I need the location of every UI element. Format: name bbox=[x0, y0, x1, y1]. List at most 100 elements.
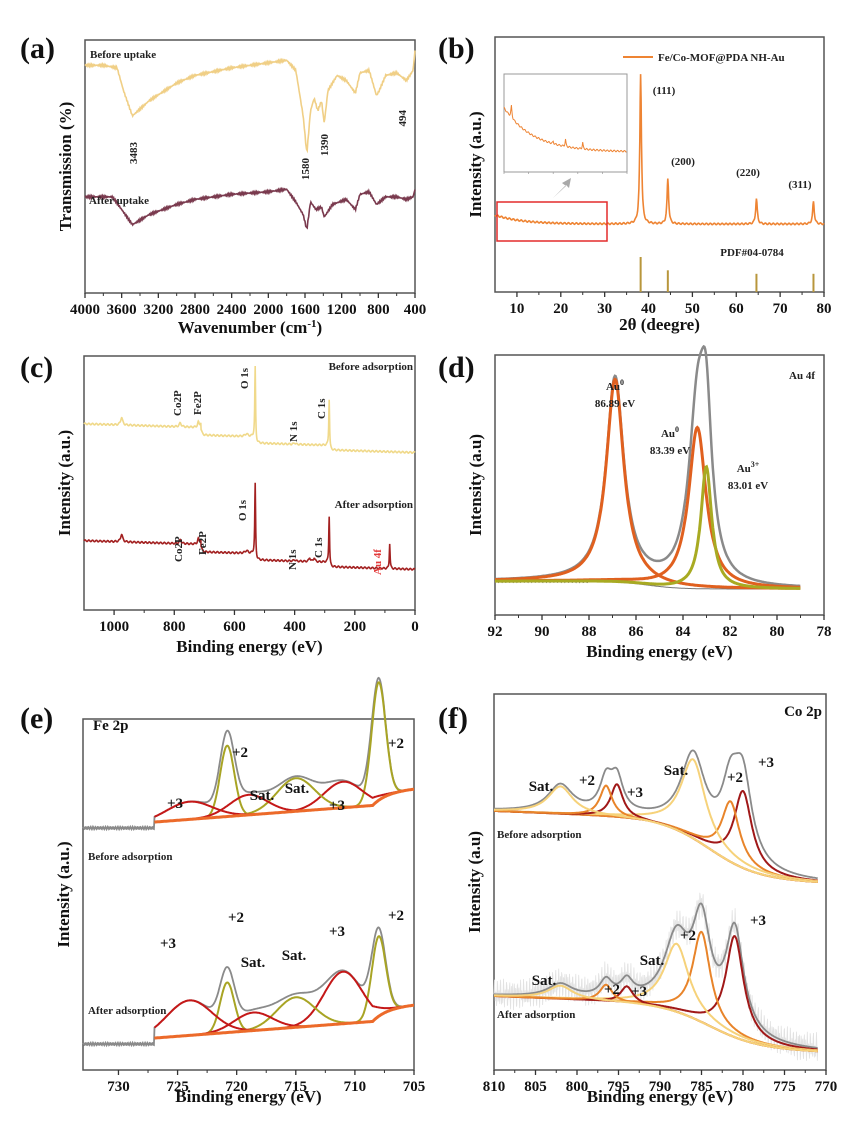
panel-a-ftir: 4000 3600 3200 2800 2400 2000 1600 1200 800 400 Wa… bbox=[56, 39, 427, 337]
peak-label: 1580 bbox=[300, 158, 312, 181]
x-tick-label: 60 bbox=[729, 301, 744, 317]
peak-label-after: Fe2P bbox=[197, 531, 209, 555]
component-peak bbox=[154, 981, 414, 1040]
series-label-before: Before uptake bbox=[90, 49, 156, 61]
panel-e-fe2p: 730 725 720 715 710 705 Binding energy (eV) Int… bbox=[54, 676, 425, 1106]
series-before-adsorption bbox=[83, 365, 416, 454]
component-label: +2 bbox=[727, 770, 743, 786]
panel-title: Au 4f bbox=[789, 370, 815, 382]
peak-label-after: Co2P bbox=[173, 536, 185, 562]
component-label: +3 bbox=[329, 924, 345, 940]
component-label: Sat. bbox=[241, 955, 266, 971]
component-label: Sat. bbox=[282, 948, 307, 964]
x-tick-label: 40 bbox=[641, 301, 656, 317]
x-tick-label: 810 bbox=[483, 1079, 506, 1095]
component-label: +3 bbox=[167, 796, 183, 812]
panel-b-xrd: 10 20 30 40 50 60 70 80 2θ (deegre) Intensity (a.… bbox=[466, 36, 832, 334]
panel-label-f: (f) bbox=[438, 702, 468, 735]
component-species-label: Au0 bbox=[661, 425, 679, 440]
x-tick-label: 80 bbox=[817, 301, 832, 317]
x-axis-label: Wavenumber (cm-1) bbox=[178, 318, 322, 337]
x-tick-label: 400 bbox=[283, 619, 306, 635]
x-tick-label: 4000 bbox=[70, 302, 100, 318]
peak-label-after: C 1s bbox=[313, 537, 325, 558]
x-tick-label: 82 bbox=[723, 624, 738, 640]
inset-frame bbox=[503, 73, 628, 173]
component-label: Sat. bbox=[640, 953, 665, 969]
peak-label-before: C 1s bbox=[316, 398, 328, 419]
component-label: +2 bbox=[228, 910, 244, 926]
x-tick-label: 800 bbox=[566, 1079, 589, 1095]
y-axis-label: Intensity (a.u.) bbox=[54, 841, 73, 947]
component-peak bbox=[154, 1004, 414, 1040]
series-label-after: After adsorption bbox=[335, 499, 413, 511]
legend-label: Fe/Co-MOF@PDA NH-Au bbox=[658, 52, 785, 64]
plot-frame bbox=[494, 36, 825, 293]
peak-label-before: Co2P bbox=[172, 390, 184, 416]
component-peak bbox=[494, 785, 818, 883]
component-label: +2 bbox=[388, 908, 404, 924]
x-tick-label: 720 bbox=[225, 1079, 248, 1095]
component-energy-label: 83.39 eV bbox=[650, 445, 690, 457]
y-axis-label: Transmission (%) bbox=[56, 102, 75, 232]
panel-title: Fe 2p bbox=[93, 718, 128, 734]
peak-hkl-label: (111) bbox=[653, 85, 676, 97]
x-tick-label: 3600 bbox=[107, 302, 137, 318]
peak-label: 1390 bbox=[319, 134, 331, 157]
component-label: +3 bbox=[631, 984, 647, 1000]
envelope-fit bbox=[82, 926, 415, 1048]
x-tick-label: 800 bbox=[367, 302, 390, 318]
peak-label-before: N 1s bbox=[288, 421, 300, 442]
component-label: +2 bbox=[232, 745, 248, 761]
plot-frame bbox=[82, 718, 415, 1071]
component-label: +2 bbox=[579, 773, 595, 789]
component-label: Sat. bbox=[250, 788, 275, 804]
inset-pattern bbox=[503, 104, 627, 153]
plot-frame bbox=[83, 355, 416, 611]
peak-label-after: N 1s bbox=[287, 549, 299, 570]
x-tick-label: 795 bbox=[607, 1079, 630, 1095]
x-tick-label: 84 bbox=[676, 624, 692, 640]
x-tick-label: 88 bbox=[582, 624, 597, 640]
peak-label-before: Fe2P bbox=[192, 391, 204, 415]
spectrum-label: Before adsorption bbox=[497, 829, 581, 841]
x-tick-label: 775 bbox=[773, 1079, 796, 1095]
x-tick-label: 20 bbox=[553, 301, 568, 317]
panel-title: Co 2p bbox=[784, 704, 822, 720]
component-energy-label: 83.01 eV bbox=[728, 480, 768, 492]
x-tick-label: 30 bbox=[597, 301, 612, 317]
peak-label-before: O 1s bbox=[239, 367, 251, 389]
x-tick-label: 200 bbox=[344, 619, 367, 635]
x-tick-label: 70 bbox=[773, 301, 788, 317]
y-axis-label: Intensity (a.u) bbox=[465, 831, 484, 933]
series-after-adsorption bbox=[83, 482, 416, 571]
x-tick-label: 800 bbox=[163, 619, 186, 635]
panel-d-au4f: 92 90 88 86 84 82 80 78 Binding energy (eV) Inten… bbox=[466, 344, 832, 661]
component-label: +3 bbox=[758, 755, 774, 771]
y-axis-label: Intensity (a.u.) bbox=[55, 430, 74, 536]
x-tick-label: 715 bbox=[285, 1079, 308, 1095]
peak-label: 494 bbox=[397, 110, 409, 127]
y-axis-label: Intensity (a.u) bbox=[466, 434, 485, 536]
peak-label-after: O 1s bbox=[237, 499, 249, 521]
x-tick-label: 80 bbox=[770, 624, 785, 640]
x-axis-label: Binding energy (eV) bbox=[176, 637, 322, 656]
component-label: +2 bbox=[680, 928, 696, 944]
panel-label-d: (d) bbox=[438, 351, 475, 384]
peak-hkl-label: (311) bbox=[788, 179, 812, 191]
x-tick-label: 780 bbox=[732, 1079, 755, 1095]
panel-label-b: (b) bbox=[438, 32, 475, 65]
component-peak bbox=[494, 984, 818, 1053]
component-label: Sat. bbox=[285, 781, 310, 797]
x-tick-label: 400 bbox=[404, 302, 427, 318]
envelope-fit bbox=[494, 749, 818, 880]
x-tick-label: 3200 bbox=[143, 302, 173, 318]
x-tick-label: 10 bbox=[509, 301, 524, 317]
x-tick-label: 2800 bbox=[180, 302, 210, 318]
x-tick-label: 725 bbox=[166, 1079, 189, 1095]
spectrum-label: Before adsorption bbox=[88, 851, 172, 863]
xrd-pattern bbox=[494, 74, 825, 226]
peak-hkl-label: (200) bbox=[671, 156, 695, 168]
component-energy-label: 86.89 eV bbox=[595, 398, 635, 410]
